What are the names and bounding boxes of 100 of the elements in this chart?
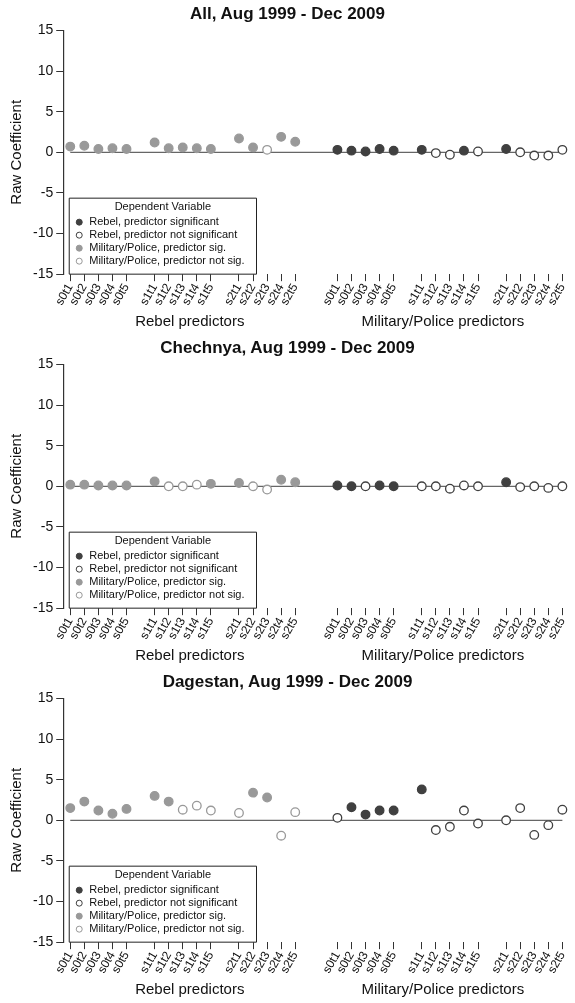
point <box>515 803 526 814</box>
point <box>149 476 160 487</box>
point <box>163 796 174 807</box>
point <box>543 482 554 493</box>
point <box>360 146 371 157</box>
point <box>473 818 483 829</box>
text: Military/Police predictors <box>361 646 525 663</box>
point <box>529 481 540 492</box>
point <box>444 821 455 832</box>
y-tick-label: 15 <box>37 21 54 38</box>
point <box>459 805 469 816</box>
point <box>416 481 427 492</box>
y-tick-label: 10 <box>37 729 54 746</box>
y-tick-label: -5 <box>40 851 54 868</box>
point <box>444 483 455 494</box>
legend-title: Dependent Variable <box>114 200 212 213</box>
point <box>332 144 343 155</box>
point <box>149 790 160 801</box>
legend-label: Military/Police, predictor sig. <box>89 909 227 922</box>
point <box>65 479 76 490</box>
point <box>107 480 118 491</box>
legend-label: Rebel, predictor significant <box>89 215 219 228</box>
legend-label: Rebel, predictor not significant <box>89 228 238 241</box>
legend-label: Military/Police, predictor not sig. <box>89 588 245 601</box>
point <box>234 808 244 818</box>
y-tick-label: -10 <box>33 558 54 575</box>
point <box>430 481 441 492</box>
y-axis-title: Raw Coefficient <box>7 99 25 205</box>
y-tick-label: -15 <box>33 599 54 616</box>
y-tick-label: 5 <box>45 436 54 453</box>
point <box>121 803 132 814</box>
y-tick-label: -15 <box>33 265 54 282</box>
point <box>79 140 90 151</box>
point <box>65 803 76 814</box>
legend-label: Military/Police, predictor sig. <box>89 241 227 254</box>
point <box>346 145 357 156</box>
point <box>388 805 399 816</box>
point <box>276 131 287 142</box>
point <box>276 474 287 485</box>
point <box>473 146 483 157</box>
legend-label: Rebel, predictor not significant <box>89 896 238 909</box>
point <box>346 481 357 492</box>
point <box>416 144 427 155</box>
point <box>107 808 118 819</box>
y-tick-label: 15 <box>37 689 54 706</box>
legend-title: Dependent Variable <box>114 534 212 547</box>
point <box>191 143 202 154</box>
point <box>107 143 118 154</box>
text: Rebel predictors <box>135 980 245 997</box>
y-axis-title: Raw Coefficient <box>7 433 25 539</box>
legend-label: Rebel, predictor not significant <box>89 562 238 575</box>
point <box>529 829 540 840</box>
y-tick-label: 0 <box>45 811 54 828</box>
y-tick-label: -5 <box>40 517 54 534</box>
legend-title: Dependent Variable <box>114 868 212 881</box>
point <box>501 815 512 826</box>
chart-title: Chechnya, Aug 1999 - Dec 2009 <box>160 337 415 357</box>
legend-label: Military/Police, predictor not sig. <box>89 922 245 935</box>
point <box>248 481 258 492</box>
point <box>93 144 104 154</box>
y-tick-label: -15 <box>33 933 54 950</box>
point <box>163 143 174 154</box>
point <box>459 145 469 156</box>
y-tick-label: 0 <box>45 143 54 160</box>
point <box>191 479 202 490</box>
point <box>557 804 568 815</box>
point <box>501 144 512 154</box>
legend-label: Military/Police, predictor not sig. <box>89 254 245 267</box>
point <box>248 142 258 153</box>
point <box>501 477 512 488</box>
point <box>121 480 132 491</box>
point <box>557 481 568 492</box>
point <box>276 830 287 841</box>
text: Military/Police predictors <box>361 312 525 329</box>
point <box>65 141 76 152</box>
point <box>332 480 343 491</box>
point <box>205 478 216 489</box>
point <box>177 481 188 492</box>
y-tick-label: 10 <box>37 61 54 78</box>
point <box>543 150 554 161</box>
point <box>430 148 441 159</box>
point <box>374 805 385 816</box>
point <box>529 150 540 161</box>
y-tick-label: 0 <box>45 477 54 494</box>
legend-label: Rebel, predictor significant <box>89 549 219 562</box>
text: Rebel predictors <box>135 312 245 329</box>
point <box>262 792 273 803</box>
point <box>149 137 160 148</box>
y-tick-label: 15 <box>37 355 54 372</box>
point <box>205 805 216 816</box>
point <box>262 144 273 155</box>
point <box>473 481 483 492</box>
point <box>93 805 104 816</box>
point <box>459 480 469 491</box>
point <box>163 481 174 492</box>
point <box>205 144 216 154</box>
point <box>262 484 273 495</box>
point <box>346 802 357 813</box>
point <box>388 481 399 492</box>
point <box>290 807 301 818</box>
